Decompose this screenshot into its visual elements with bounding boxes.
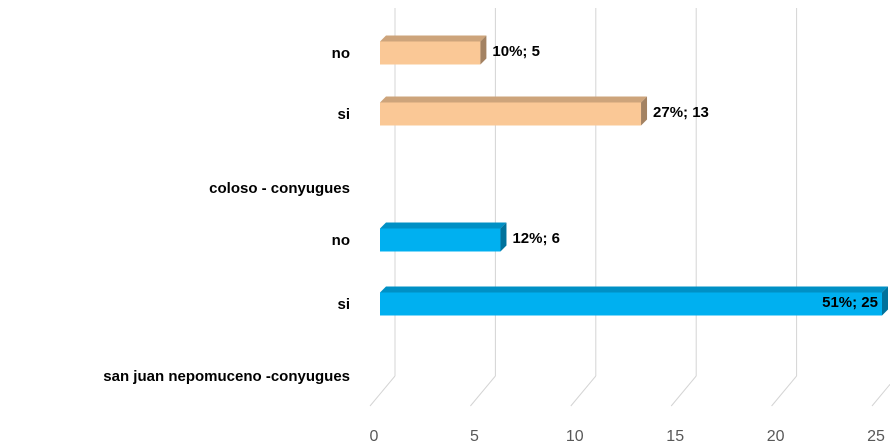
gridline-floor <box>871 383 890 407</box>
category-label: no <box>332 45 350 62</box>
x-tick-label: 5 <box>470 428 479 445</box>
x-tick-label: 0 <box>370 428 379 445</box>
x-tick-label: 20 <box>767 428 785 445</box>
bar-front <box>380 292 882 316</box>
category-label: no <box>332 232 350 249</box>
x-axis-ticks: 0 5 10 15 20 25 <box>370 428 885 445</box>
gridline-floor <box>771 375 797 407</box>
bar <box>380 96 648 126</box>
data-label: 27%; 13 <box>653 104 709 121</box>
bar-side <box>500 222 507 252</box>
data-labels: 10%; 5 27%; 13 12%; 6 51%; 25 <box>492 43 878 311</box>
bar-side <box>882 286 888 316</box>
bar-side <box>480 35 487 65</box>
bar <box>380 286 888 316</box>
gridline-floor <box>570 375 597 407</box>
bar-top <box>380 286 888 293</box>
bar-top <box>380 35 487 42</box>
bars <box>380 35 888 316</box>
category-labels: no si coloso - conyugues no si san juan nepom… <box>103 45 350 385</box>
bar-top <box>380 96 648 103</box>
bar-front <box>380 102 642 126</box>
bar <box>380 35 487 65</box>
bar-side <box>641 96 648 126</box>
data-label: 51%; 25 <box>822 294 878 311</box>
bar-front <box>380 228 501 252</box>
data-label: 10%; 5 <box>492 43 540 60</box>
bar-front <box>380 41 481 65</box>
category-label: si <box>337 296 350 313</box>
bar <box>380 222 507 252</box>
gridlines <box>369 8 890 407</box>
x-tick-label: 10 <box>566 428 584 445</box>
bar-top <box>380 222 507 229</box>
x-tick-label: 25 <box>867 428 885 445</box>
category-label: coloso - conyugues <box>209 180 350 197</box>
x-tick-label: 15 <box>666 428 684 445</box>
category-label: si <box>337 106 350 123</box>
gridline-floor <box>470 375 496 407</box>
data-label: 12%; 6 <box>512 230 560 247</box>
category-label: san juan nepomuceno -conyugues <box>103 368 350 385</box>
gridline-floor <box>369 375 396 407</box>
gridline-floor <box>670 375 697 407</box>
